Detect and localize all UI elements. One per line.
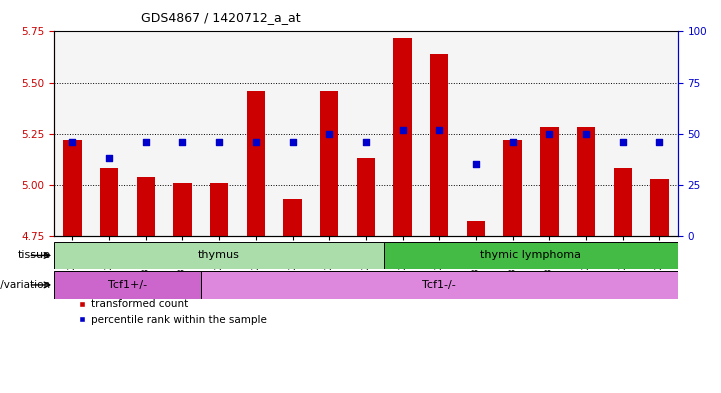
Point [470, 161, 482, 167]
Text: Tcf1-/-: Tcf1-/- [423, 280, 456, 290]
Bar [430, 54, 448, 236]
Bar [503, 140, 522, 236]
Point [140, 139, 151, 145]
Bar [384, 242, 678, 269]
Bar [54, 271, 201, 299]
Point [177, 139, 188, 145]
Bar [357, 158, 375, 236]
Point [617, 139, 629, 145]
Point [397, 127, 408, 133]
Point [360, 139, 371, 145]
Bar [54, 242, 384, 269]
Point [580, 130, 592, 137]
Bar [466, 222, 485, 236]
Bar [394, 38, 412, 236]
Text: tissue: tissue [17, 250, 50, 261]
Point [66, 139, 78, 145]
Bar [136, 176, 155, 236]
Point [324, 130, 335, 137]
Point [213, 139, 225, 145]
Bar [201, 271, 678, 299]
Bar [210, 183, 229, 236]
Text: GDS4867 / 1420712_a_at: GDS4867 / 1420712_a_at [141, 11, 300, 24]
Text: Tcf1+/-: Tcf1+/- [108, 280, 147, 290]
Bar [577, 127, 596, 236]
Bar [540, 127, 559, 236]
Point [654, 139, 665, 145]
Bar [100, 168, 118, 236]
Bar [283, 199, 301, 236]
Point [287, 139, 298, 145]
Text: thymic lymphoma: thymic lymphoma [480, 250, 582, 261]
Point [544, 130, 555, 137]
Text: genotype/variation: genotype/variation [0, 280, 50, 290]
Legend: transformed count, percentile rank within the sample: transformed count, percentile rank withi… [74, 295, 271, 329]
Bar [173, 183, 192, 236]
Bar [63, 140, 81, 236]
Point [433, 127, 445, 133]
Text: thymus: thymus [198, 250, 240, 261]
Point [250, 139, 262, 145]
Point [103, 155, 115, 161]
Point [507, 139, 518, 145]
Bar [247, 91, 265, 236]
Bar [650, 178, 668, 236]
Bar [320, 91, 338, 236]
Bar [614, 168, 632, 236]
